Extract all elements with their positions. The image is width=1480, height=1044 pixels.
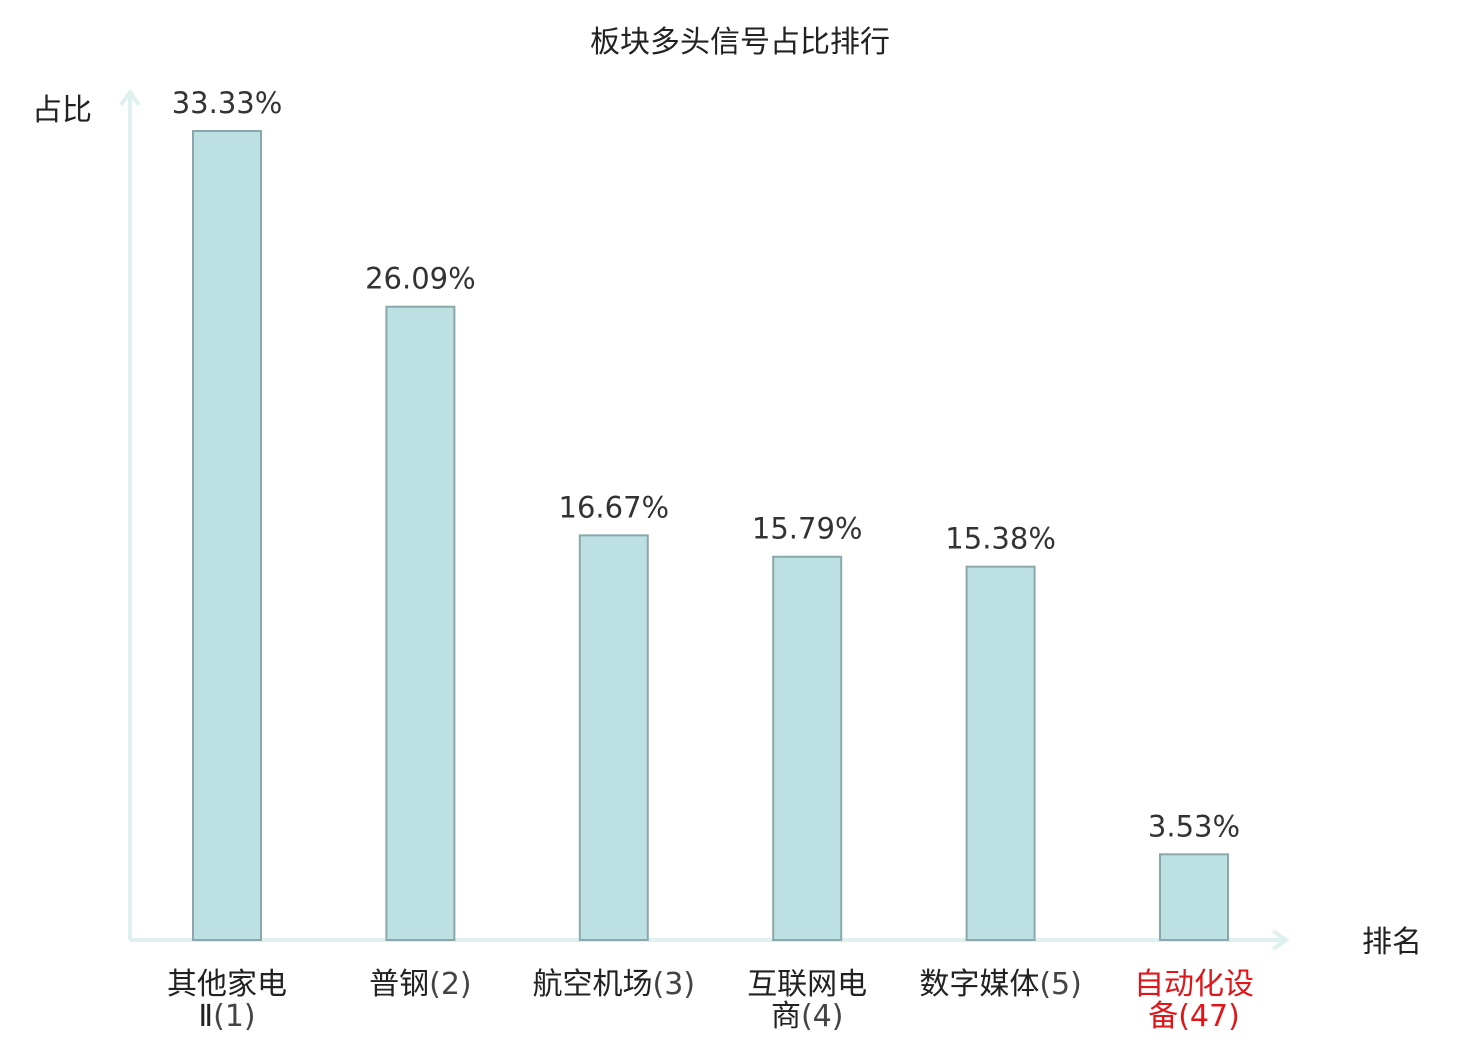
bar-value-label: 33.33% [172,86,283,120]
x-tick-name: 其他家电 [167,967,287,1002]
x-tick-label: 航空机场(3) [533,967,696,1002]
x-tick-name: 商 [771,999,801,1034]
x-tick-rank: (3) [653,967,696,1002]
x-tick-rank: (2) [429,967,472,1002]
bar-value-label: 26.09% [365,262,476,296]
x-tick-name: 数字媒体 [919,967,1039,1002]
axes [119,88,1290,951]
bar [192,130,262,941]
bar-value-label: 15.79% [752,512,863,546]
x-tick-label: 普钢(2) [369,967,472,1002]
x-tick-name: 自动化设 [1134,967,1254,1002]
x-tick-rank: (4) [801,999,844,1034]
x-axis-label: 排名 [1362,925,1422,960]
x-tick-label: 数字媒体(5) [919,967,1082,1002]
bar-value-label: 15.38% [945,522,1056,556]
bar [385,305,456,941]
bar [578,534,649,942]
x-tick-label: 其他家电 Ⅱ(1) [167,967,287,1034]
bar [965,565,1036,941]
x-tick-name: Ⅱ [198,999,213,1034]
value-labels-group: 33.33% 26.09% 16.67% 15.79% 15.38% 3.53% [172,86,1240,843]
x-tick-label: 自动化设备(47) [1134,967,1254,1034]
x-tick-name: 航空机场 [533,967,653,1002]
bar [772,555,843,942]
x-tick-name: 互联网电 [747,967,867,1002]
bar [1159,853,1229,942]
x-axis-arrow [1271,929,1290,951]
bars-group [192,130,1229,942]
x-tick-labels-group: 其他家电 Ⅱ(1) 普钢(2) 航空机场(3) 互联网电商(4) 数字媒体(5) 自动化设备… [167,967,1254,1034]
chart-title: 板块多头信号占比排行 [590,25,890,60]
bar-value-label: 3.53% [1148,809,1240,843]
x-tick-name: 普钢 [369,967,429,1002]
bar-value-label: 16.67% [559,490,670,524]
x-tick-name: 备 [1148,999,1178,1034]
x-tick-label: 互联网电商(4) [747,967,867,1034]
x-tick-rank: (1) [213,999,256,1034]
y-axis-arrow [119,88,141,107]
y-axis-label: 占比 [32,93,92,128]
x-tick-rank: (5) [1039,967,1082,1002]
x-tick-rank: (47) [1178,999,1240,1034]
